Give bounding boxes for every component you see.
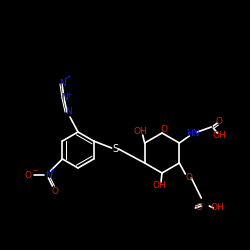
- Text: OH: OH: [212, 130, 226, 140]
- Text: OH: OH: [152, 182, 166, 190]
- Text: N: N: [60, 80, 66, 88]
- Text: O: O: [196, 204, 203, 212]
- Text: +: +: [66, 92, 72, 98]
- Text: N: N: [64, 108, 71, 116]
- Text: O: O: [186, 174, 193, 182]
- Text: +: +: [50, 168, 55, 174]
- Text: O: O: [52, 186, 59, 196]
- Text: HN: HN: [186, 128, 200, 138]
- Text: O: O: [216, 118, 223, 126]
- Text: N: N: [45, 170, 52, 179]
- Text: N: N: [62, 94, 68, 102]
- Text: O: O: [25, 170, 32, 179]
- Text: OH: OH: [210, 204, 224, 212]
- Text: S: S: [112, 144, 119, 154]
- Text: OH: OH: [134, 126, 147, 136]
- Text: −: −: [33, 168, 38, 174]
- Text: O: O: [160, 126, 168, 134]
